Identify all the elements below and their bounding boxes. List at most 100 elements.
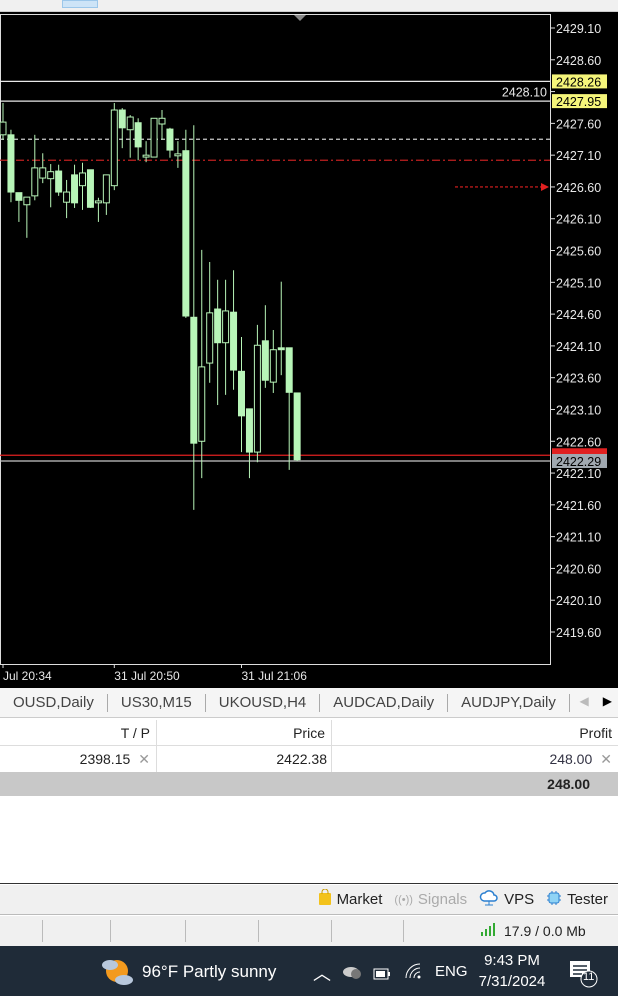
total-row: 248.00 bbox=[0, 772, 618, 796]
candle-body bbox=[277, 347, 285, 351]
toolbar bbox=[0, 0, 618, 12]
cloud-network-icon bbox=[479, 889, 499, 911]
scroll-left-icon[interactable]: ◀ bbox=[579, 694, 589, 708]
candle-body bbox=[31, 167, 39, 197]
price-tick-label: 2422.60 bbox=[556, 435, 601, 449]
clock[interactable]: 9:43 PM 7/31/2024 bbox=[478, 952, 546, 990]
candle-body bbox=[182, 150, 190, 317]
candle-body bbox=[86, 169, 94, 208]
candle-body bbox=[0, 121, 7, 136]
signal-broadcast-icon: ((•)) bbox=[394, 893, 413, 906]
candle-body bbox=[7, 134, 15, 193]
price-value: 2422.38 bbox=[276, 751, 327, 767]
total-profit: 248.00 bbox=[547, 776, 590, 792]
time-tick-label: 31 Jul 21:06 bbox=[242, 669, 308, 683]
candle-body bbox=[79, 172, 86, 187]
candle-body bbox=[150, 117, 158, 158]
battery-icon[interactable] bbox=[373, 965, 391, 985]
candle-body bbox=[174, 153, 182, 157]
price-tick-label: 2420.60 bbox=[556, 562, 601, 576]
vps-button[interactable]: VPS bbox=[479, 889, 534, 911]
candle-body bbox=[71, 174, 79, 204]
tab-audcad-daily[interactable]: AUDCAD,Daily bbox=[320, 693, 449, 712]
price-tick-label: 2423.10 bbox=[556, 403, 601, 417]
candle-body bbox=[285, 347, 293, 393]
connection-status[interactable]: 17.9 / 0.0 Mb bbox=[480, 923, 586, 939]
price-chart[interactable]: 2429.10 2428.60 2428.10 2427.60 2427.10 2426.… bbox=[0, 12, 618, 688]
candle-body bbox=[94, 200, 102, 204]
header-tp[interactable]: T / P bbox=[0, 720, 157, 745]
chip-icon bbox=[546, 890, 562, 910]
header-profit[interactable]: Profit bbox=[579, 724, 612, 741]
price-tick-label: 2426.10 bbox=[556, 213, 601, 227]
candle-body bbox=[23, 196, 31, 206]
language-indicator[interactable]: ENG bbox=[435, 963, 468, 980]
candle-body bbox=[293, 392, 301, 461]
price-tick-label: 2428.10 bbox=[502, 86, 547, 100]
price-tick-label: 2429.10 bbox=[556, 22, 601, 36]
price-tick-label: 2422.10 bbox=[556, 467, 601, 481]
price-tick-label: 2421.10 bbox=[556, 531, 601, 545]
tab-xousd-daily[interactable]: OUSD,Daily bbox=[0, 693, 108, 712]
bottom-bar: Market ((•)) Signals VPS Tester bbox=[0, 885, 618, 915]
weather-text[interactable]: 96°F Partly sunny bbox=[142, 962, 277, 981]
price-level-label: 2427.95 bbox=[556, 95, 601, 109]
price-tick-label: 2428.60 bbox=[556, 54, 601, 68]
signals-button[interactable]: ((•)) Signals bbox=[394, 891, 468, 908]
header-price[interactable]: Price bbox=[157, 720, 332, 745]
time-tick-label: Jul 20:34 bbox=[3, 669, 52, 683]
price-tick-label: 2420.10 bbox=[556, 594, 601, 608]
price-tick-label: 2426.60 bbox=[556, 181, 601, 195]
candle-body bbox=[142, 154, 150, 158]
price-tick-label: 2423.60 bbox=[556, 372, 601, 386]
table-empty-area bbox=[0, 796, 618, 884]
close-position-icon[interactable]: ✕ bbox=[600, 750, 612, 767]
price-tick-label: 2421.60 bbox=[556, 499, 601, 513]
onedrive-paused-icon[interactable] bbox=[342, 963, 362, 984]
price-tick-label: 2424.10 bbox=[556, 340, 601, 354]
candle-body bbox=[15, 192, 23, 201]
price-label-bg bbox=[552, 74, 607, 89]
price-tick-label: 2425.60 bbox=[556, 245, 601, 259]
candle-body bbox=[230, 311, 238, 371]
candle-body bbox=[238, 370, 245, 417]
table-row[interactable]: 2398.15 ✕ 2422.38 248.00 ✕ bbox=[0, 746, 618, 772]
remove-tp-icon[interactable]: ✕ bbox=[138, 750, 150, 767]
scroll-right-icon[interactable]: ▶ bbox=[602, 694, 612, 708]
candle-body bbox=[166, 128, 174, 151]
candle-body bbox=[222, 310, 230, 344]
candle-body bbox=[190, 316, 198, 444]
notifications-icon[interactable]: 11 bbox=[568, 959, 598, 994]
tab-us30-m15[interactable]: US30,M15 bbox=[108, 693, 206, 712]
market-button[interactable]: Market bbox=[318, 888, 382, 910]
price-level-label: 2422.29 bbox=[556, 455, 601, 469]
chart-canvas: 2429.10 2428.60 2428.10 2427.60 2427.10 2426.… bbox=[0, 14, 607, 683]
candle-body bbox=[261, 340, 269, 381]
candle-body bbox=[245, 408, 253, 453]
candle-body bbox=[110, 109, 118, 187]
price-tick-label: 2427.10 bbox=[556, 149, 601, 163]
price-level-label: 2428.26 bbox=[556, 75, 601, 89]
price-tick-label: 2419.60 bbox=[556, 626, 601, 640]
candle-body bbox=[102, 174, 110, 204]
tp-value: 2398.15 bbox=[79, 751, 131, 767]
candle-body bbox=[126, 116, 134, 131]
level-arrow-icon bbox=[541, 182, 549, 191]
tab-audjpy-daily[interactable]: AUDJPY,Daily bbox=[448, 693, 570, 712]
candle-body bbox=[158, 117, 166, 125]
shopping-bag-icon bbox=[318, 888, 332, 910]
tester-button[interactable]: Tester bbox=[546, 890, 608, 910]
price-tick-label: 2425.10 bbox=[556, 276, 601, 290]
candle-body bbox=[47, 171, 55, 180]
toolbar-selected-button[interactable] bbox=[62, 0, 98, 8]
price-tick-label: 2424.60 bbox=[556, 308, 601, 322]
profit-value: 248.00 bbox=[549, 751, 593, 767]
candle-body bbox=[63, 191, 71, 203]
trade-table-header: T / P Price Profit bbox=[0, 720, 618, 746]
wifi-icon[interactable] bbox=[404, 962, 422, 985]
weather-icon[interactable] bbox=[100, 956, 134, 993]
show-hidden-icons-chevron-icon[interactable]: ︿ bbox=[313, 964, 331, 984]
tab-ukousd-h4[interactable]: UKOUSD,H4 bbox=[206, 693, 321, 712]
candle-body bbox=[214, 308, 222, 344]
price-label-bg bbox=[552, 453, 607, 468]
